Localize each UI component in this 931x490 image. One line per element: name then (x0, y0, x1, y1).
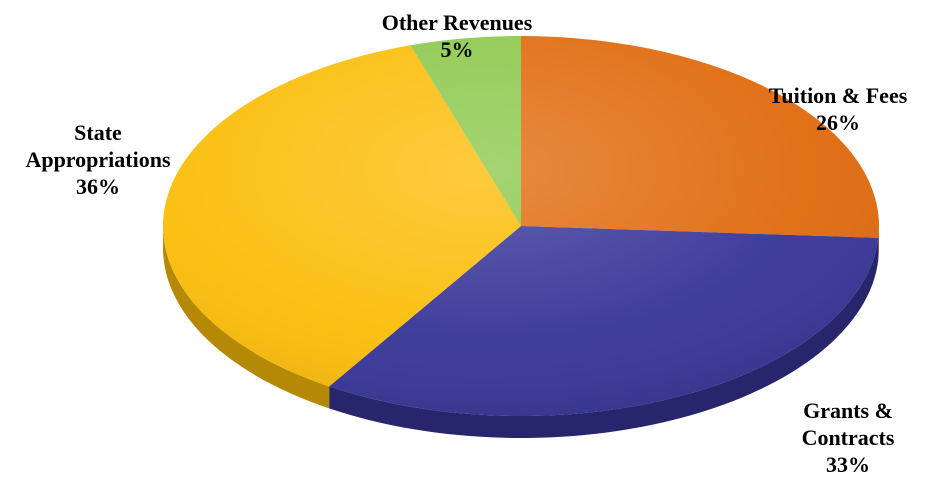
label-tuition-fees: Tuition & Fees 26% (769, 83, 908, 135)
label-state-appropriations: State Appropriations 36% (25, 120, 171, 199)
label-grants-contracts: Grants & Contracts 33% (802, 398, 895, 477)
pie-slice-tuition-fees (521, 36, 879, 238)
pie-labels: Tuition & Fees 26% Grants & Contracts 33% Sta… (25, 10, 907, 477)
label-other-revenues: Other Revenues 5% (382, 10, 533, 62)
